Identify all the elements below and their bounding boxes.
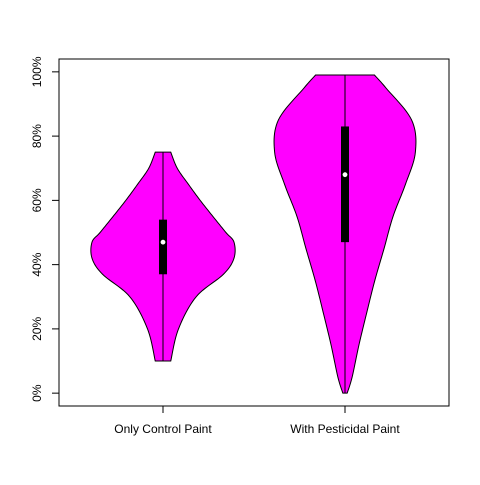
- violin-group-1: [90, 151, 236, 362]
- median-point: [342, 172, 348, 178]
- median-point: [160, 239, 166, 245]
- y-tick-label: 0%: [30, 384, 44, 402]
- y-tick-label: 20%: [30, 317, 44, 341]
- y-tick-label: 100%: [30, 56, 44, 87]
- violins-layer: [90, 74, 417, 394]
- iqr-box: [341, 126, 349, 243]
- y-tick-label: 80%: [30, 124, 44, 148]
- violin-group-2: [273, 74, 417, 394]
- y-axis: 0% 20% 40% 60% 80% 100%: [30, 56, 59, 402]
- x-tick-label: Only Control Paint: [114, 422, 212, 436]
- plot-frame: [58, 58, 450, 407]
- y-tick-label: 60%: [30, 188, 44, 212]
- iqr-box: [159, 219, 167, 275]
- y-tick-label: 40%: [30, 252, 44, 276]
- x-tick-label: With Pesticidal Paint: [290, 422, 400, 436]
- x-axis: Only Control Paint With Pesticidal Paint: [114, 406, 400, 436]
